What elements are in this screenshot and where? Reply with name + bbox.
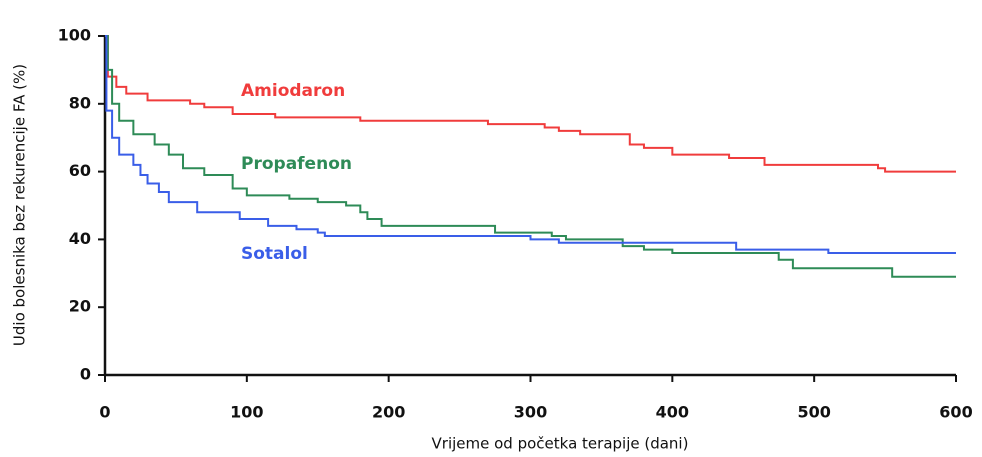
series-label: Sotalol [241,244,308,264]
x-axis-label: Vrijeme od početka terapije (dani) [432,435,689,453]
x-tick-label: 0 [99,403,110,422]
x-tick-label: 100 [230,403,263,422]
y-axis-label: Udio bolesnika bez rekurencije FA (%) [11,64,29,346]
y-tick-label: 0 [80,365,91,384]
y-tick-label: 60 [69,161,91,180]
y-tick-label: 20 [69,297,91,316]
series-label: Amiodaron [241,81,345,101]
y-tick-label: 100 [58,26,91,45]
survival-line [105,35,956,254]
x-tick-label: 600 [939,403,972,422]
x-tick-label: 200 [372,403,405,422]
x-tick-label: 500 [797,403,830,422]
x-tick-label: 400 [656,403,689,422]
series-label: Propafenon [241,154,352,174]
survival-line [105,35,956,278]
survival-line [105,35,956,173]
x-tick-label: 300 [514,403,547,422]
y-tick-label: 80 [69,93,91,112]
y-tick-label: 40 [69,229,91,248]
